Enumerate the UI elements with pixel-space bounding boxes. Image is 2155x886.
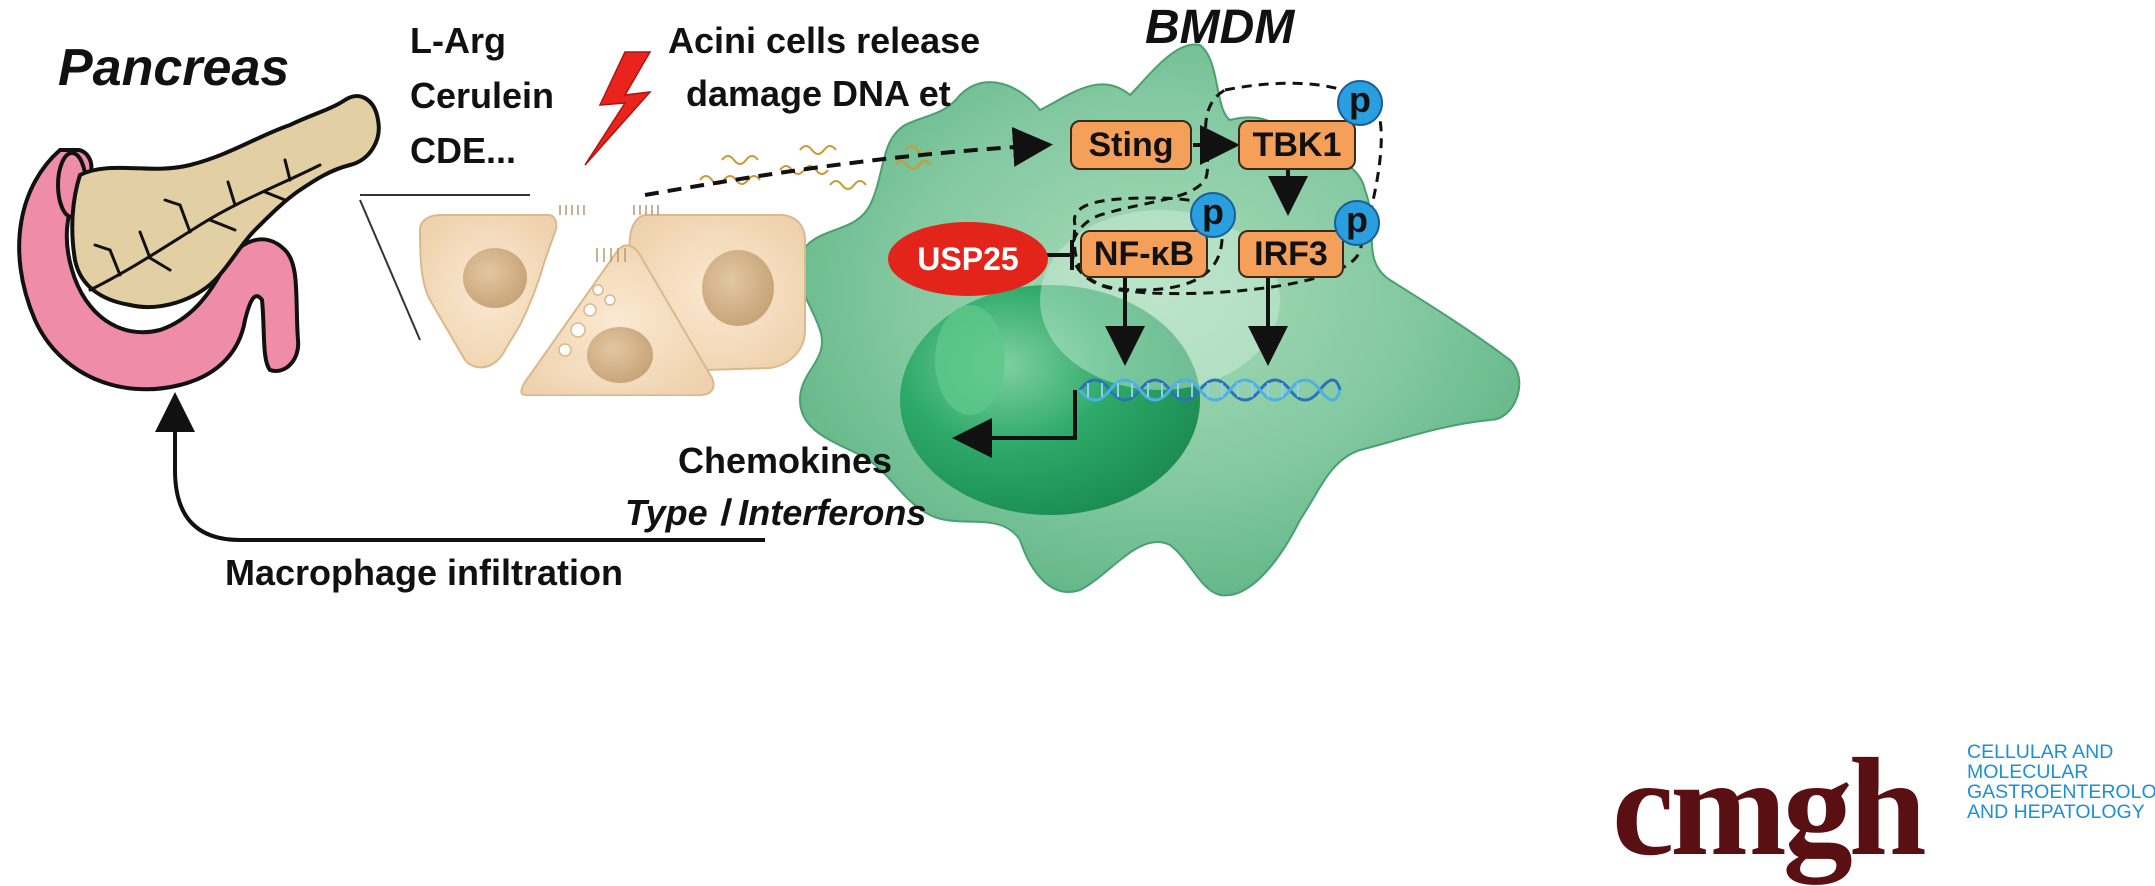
irf3-node: IRF3 [1238, 230, 1344, 278]
sting-node: Sting [1070, 120, 1192, 170]
nfkb-complex-outline [1072, 196, 1224, 292]
pancreatic-duct [88, 158, 322, 292]
chemokines-label: Chemokines [678, 440, 893, 481]
interferons-label: Type Ⅰ Interferons [625, 492, 927, 533]
inducer-label-3: CDE... [410, 130, 517, 171]
tbk1-phospho-badge: p [1337, 80, 1383, 126]
cmgh-logo-wordmark: cmgh [1612, 730, 1927, 885]
cmgh-subtitle-line-1: CELLULAR AND [1967, 741, 2114, 763]
usp25-node: USP25 [888, 222, 1048, 296]
inducer-label-1: L-Arg [410, 20, 506, 61]
cmgh-logo-subtitle: CELLULAR AND MOLECULAR GASTROENTEROLOGY … [1967, 742, 2155, 822]
acini-release-line-2: damage DNA et [686, 73, 951, 114]
tbk1-node: TBK1 [1238, 120, 1356, 170]
irf3-phospho-badge: p [1334, 200, 1380, 246]
cmgh-subtitle-line-2: MOLECULAR [1967, 761, 2089, 783]
macrophage-infiltration-label: Macrophage infiltration [225, 552, 624, 593]
cmgh-subtitle-line-4: AND HEPATOLOGY [1967, 801, 2145, 823]
nfkb-node: NF-κB [1080, 230, 1208, 278]
tbk1-complex-outline [1070, 81, 1383, 296]
pancreas-label: Pancreas [58, 39, 290, 97]
acinar-cells [418, 205, 806, 396]
dna-helix-icon [1078, 378, 1342, 402]
bmdm-label: BMDM [1145, 1, 1295, 54]
duodenum [17, 148, 301, 392]
acini-release-line-1: Acini cells release [668, 20, 981, 61]
cmgh-subtitle-line-3: GASTROENTEROLOGY [1967, 781, 2155, 803]
damage-lightning-icon [584, 51, 652, 166]
inducer-label-2: Cerulein [410, 75, 555, 116]
nfkb-phospho-badge: p [1190, 192, 1236, 238]
